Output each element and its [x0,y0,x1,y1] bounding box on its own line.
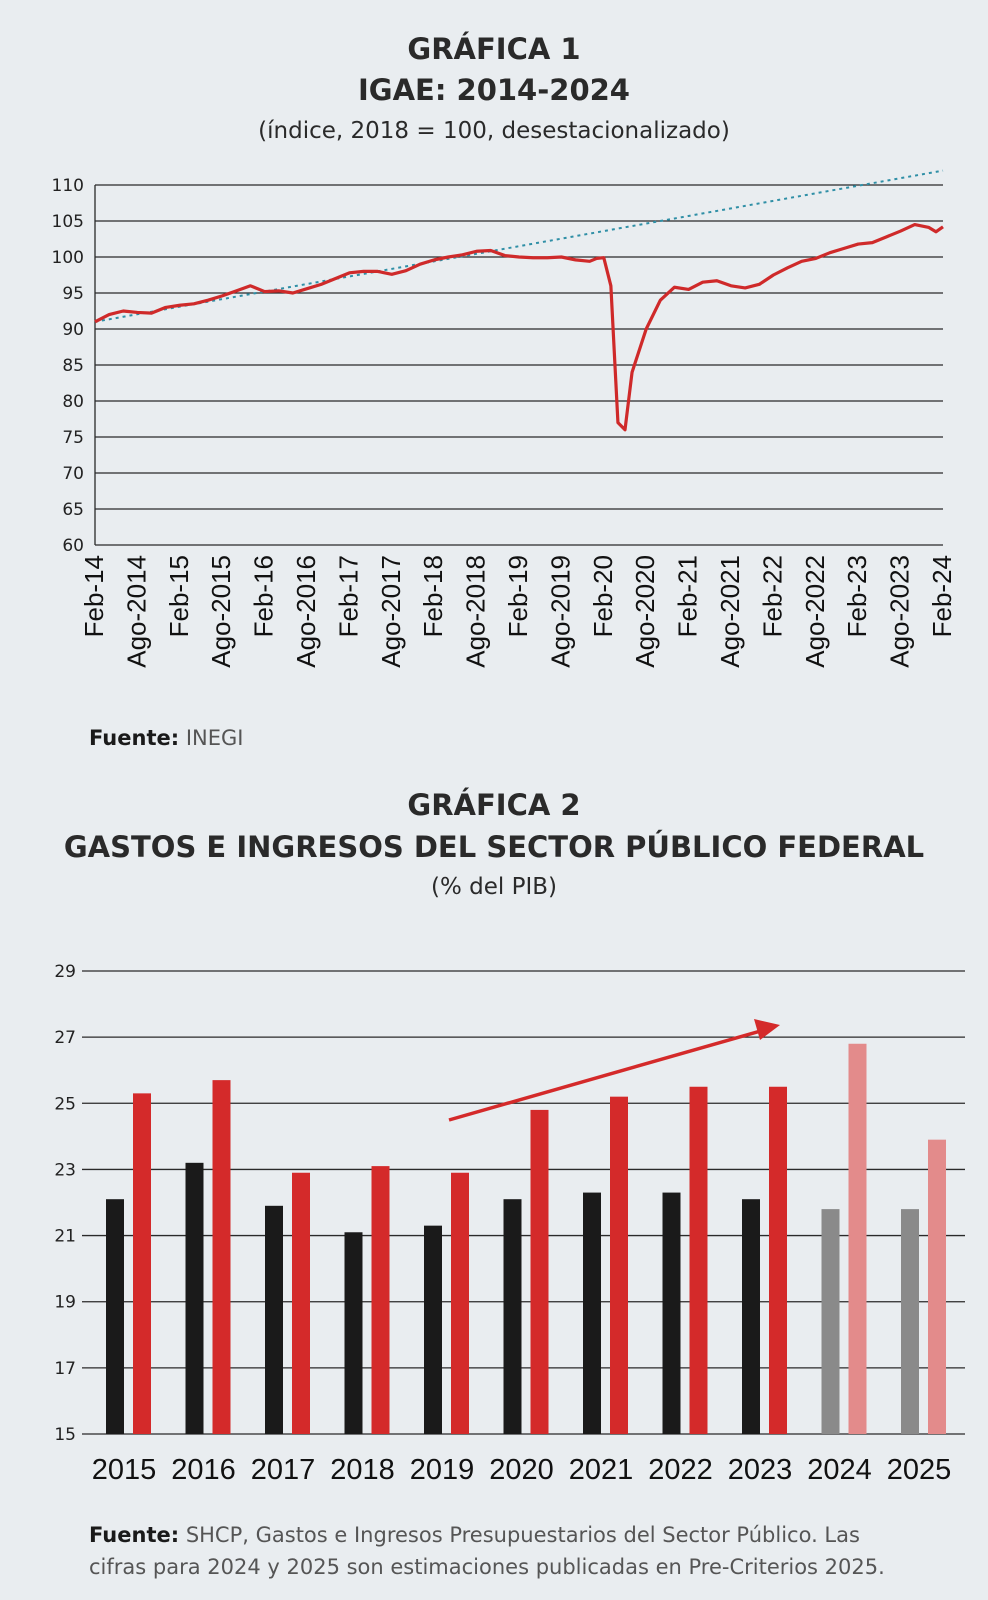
x-tick-label: 2017 [251,1454,316,1486]
x-tick-label: Ago-2014 [121,555,151,668]
x-tick-label: Feb-19 [503,555,533,637]
chart-1-source-label: Fuente: [89,726,180,750]
chart-1-label: GRÁFICA 1 [407,32,581,66]
chart-2-source-text: SHCP, Gastos e Ingresos Presupuestarios … [89,1523,885,1579]
x-tick-label: 2019 [410,1454,475,1486]
y-tick-label: 100 [52,248,84,268]
bar-gastos [185,1162,204,1434]
bar-ingresos [848,1043,867,1434]
bar-gastos [503,1199,522,1434]
bar-gastos [821,1209,840,1434]
x-tick-label: Feb-16 [249,555,279,637]
y-tick-label: 105 [52,212,84,232]
y-tick-label: 90 [62,320,84,340]
trend-arrow-line [448,1028,765,1122]
y-tick-label: 70 [62,464,84,484]
y-tick-label: 21 [54,1227,76,1247]
y-tick-label: 60 [62,536,84,556]
x-tick-label: Ago-2023 [885,555,915,668]
x-tick-label: 2015 [92,1454,157,1486]
chart-1-title: IGAE: 2014-2024 [357,73,630,107]
x-tick-label: Ago-2017 [376,555,406,668]
x-tick-label: 2020 [489,1454,554,1486]
x-tick-label: 2016 [171,1454,236,1486]
bar-ingresos [212,1080,231,1434]
x-tick-label: Feb-18 [418,555,448,637]
x-tick-label: Feb-23 [842,555,872,637]
bar-gastos [901,1209,919,1434]
y-tick-label: 29 [54,962,76,982]
igae-line-chart: 60 65 70 75 80 85 90 95 100 105 110 Feb-14 Ago-2014 F… [52,169,957,668]
x-tick-label: 2018 [330,1454,395,1486]
x-tick-label: Feb-21 [673,555,703,637]
x-tick-label: 2023 [728,1454,793,1486]
chart-2-title: GASTOS E INGRESOS DEL SECTOR PÚBLICO FED… [63,830,925,864]
bar-ingresos [769,1086,787,1434]
y-tick-label: 95 [62,284,84,304]
bar-gastos [424,1225,442,1434]
bar-gastos [583,1192,601,1434]
bar-ingresos [928,1139,946,1434]
y-tick-label: 80 [62,392,84,412]
chart-1-source-text: INEGI [185,726,244,750]
x-tick-label: Ago-2020 [630,555,660,668]
bar-ingresos [133,1093,151,1434]
x-tick-label: Ago-2021 [715,555,745,668]
chart-2-label: GRÁFICA 2 [407,788,581,822]
bar-ingresos [689,1086,708,1434]
trend-arrow-head [754,1019,780,1040]
x-tick-label: Feb-24 [927,555,957,637]
y-tick-label: 75 [62,428,84,448]
igae-series-line [94,223,944,432]
bar-ingresos [610,1096,628,1434]
chart-2-subtitle: (% del PIB) [431,874,557,900]
bar-ingresos [530,1109,549,1434]
x-tick-label: Ago-2022 [800,555,830,668]
y-tick-label: 27 [54,1028,76,1048]
y-tick-label: 15 [54,1425,76,1445]
x-tick-label: Ago-2019 [545,555,575,668]
x-tick-label: 2025 [887,1454,952,1486]
y-tick-label: 85 [62,356,84,376]
y-tick-label: 17 [54,1359,76,1379]
x-tick-label: 2021 [569,1454,634,1486]
chart-1-source: Fuente: INEGI [89,726,243,750]
x-tick-label: 2024 [807,1454,872,1486]
y-tick-label: 19 [54,1293,76,1313]
x-tick-label: Ago-2015 [206,555,236,668]
bar-gastos [106,1199,124,1434]
chart-2-source-label: Fuente: [89,1523,180,1547]
bar-ingresos [451,1172,469,1434]
bar-gastos [742,1199,760,1434]
y-tick-label: 65 [62,500,84,520]
y-tick-label: 110 [52,176,84,196]
chart-2-source: Fuente: SHCP, Gastos e Ingresos Presupue… [89,1519,919,1583]
x-tick-label: Feb-15 [164,555,194,637]
y-tick-label: 25 [54,1094,76,1114]
x-tick-label: Feb-17 [333,555,363,637]
bar-gastos [344,1232,363,1434]
x-tick-label: Ago-2016 [291,555,321,668]
x-tick-label: Feb-20 [588,555,618,637]
x-tick-label: Feb-14 [79,555,109,637]
bar-gastos [662,1192,681,1434]
bar-ingresos [292,1172,310,1434]
x-tick-label: Ago-2018 [461,555,491,668]
x-tick-label: Feb-22 [757,555,787,637]
bar-gastos [265,1205,283,1434]
y-tick-label: 23 [54,1160,76,1180]
chart-1-subtitle: (índice, 2018 = 100, desestacionalizado) [258,118,730,144]
bar-ingresos [371,1166,390,1434]
x-tick-label: 2022 [648,1454,713,1486]
